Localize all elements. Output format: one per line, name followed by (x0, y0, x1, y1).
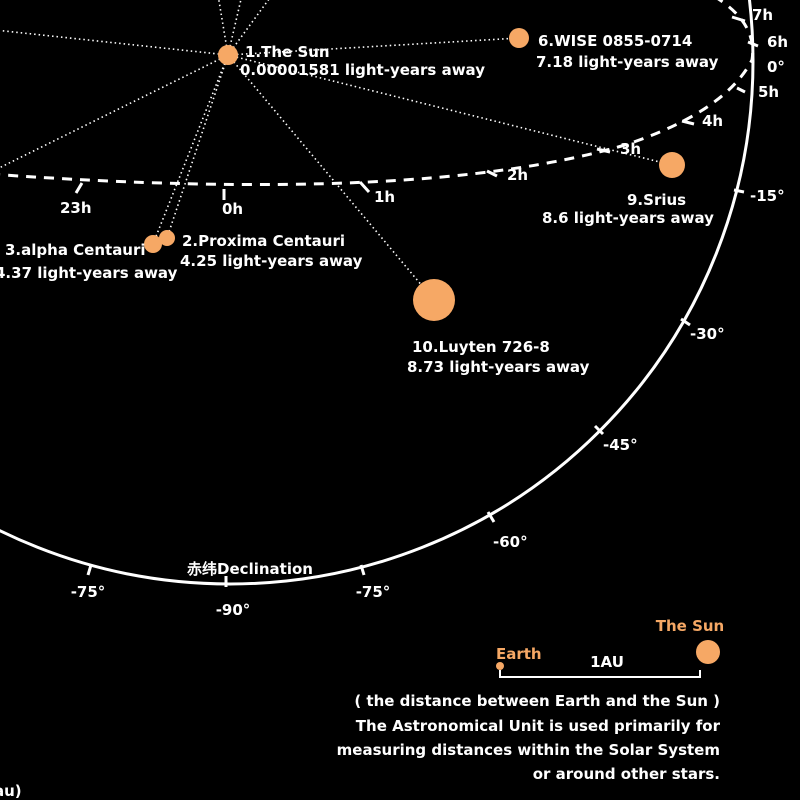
dec-tick-label: -45° (603, 436, 638, 454)
dec-tick (486, 511, 496, 523)
star-distance: 8.6 light-years away (542, 209, 714, 227)
note-line: ( the distance between Earth and the Sun… (354, 692, 720, 710)
ra-tick-label: 0h (222, 200, 243, 218)
ra-ticks: 7h 6h 0° 5h 4h 3h 2h 1h 0h 23h (60, 6, 788, 218)
note-line: or around other stars. (533, 765, 720, 783)
axis-label: 赤纬Declination (187, 560, 313, 578)
scale-label: 1AU (590, 653, 624, 671)
sight-line (218, 0, 229, 56)
star-label: 6.WISE 0855-0714 (538, 32, 692, 50)
ra-tick (736, 86, 746, 94)
star (509, 28, 529, 48)
star-distance: 8.73 light-years away (407, 358, 590, 376)
scale-bar (499, 670, 701, 678)
note-line: measuring distances within the Solar Sys… (337, 741, 720, 759)
star (218, 45, 238, 65)
sight-line (166, 54, 229, 239)
ra-tick (731, 15, 746, 23)
dec-ticks: -15° -30° -45° -60° -75° -90° -75° (71, 187, 785, 619)
star (159, 230, 175, 246)
star (413, 279, 455, 321)
dec-tick-label: -75° (356, 583, 391, 601)
ra-tick-label: 6h (767, 33, 788, 51)
ra-tick-label: 5h (758, 83, 779, 101)
earth-dot (496, 662, 504, 670)
legend-earth: Earth (496, 645, 542, 663)
legend-sun: The Sun (656, 617, 724, 635)
ra-tick-label: 0° (767, 58, 785, 76)
dec-tick-label: -75° (71, 583, 106, 601)
star-distance: 4.37 light-years away (0, 264, 178, 282)
ra-tick-label: 1h (374, 188, 395, 206)
ra-tick (486, 169, 498, 178)
ra-tick-label: 3h (620, 140, 641, 158)
dec-tick-label: -15° (750, 187, 785, 205)
sight-line (0, 54, 229, 169)
right-ascension-curve (0, 0, 755, 187)
star-distance: 7.18 light-years away (536, 53, 719, 71)
ra-tick (74, 182, 84, 194)
star-label: 3.alpha Centauri (5, 241, 146, 259)
sight-line (227, 0, 270, 56)
star-label: 10.Luyten 726-8 (412, 338, 550, 356)
sight-lines (0, 0, 673, 301)
legend: The Sun Earth 1AU ( the distance between… (0, 617, 724, 800)
ra-tick-label: 7h (752, 6, 773, 24)
ra-tick (358, 180, 371, 194)
note-line: The Astronomical Unit is used primarily … (356, 717, 721, 735)
dec-tick-label: -30° (690, 325, 725, 343)
sight-line (0, 29, 229, 56)
sight-line (227, 0, 242, 56)
dec-tick-label: -90° (216, 601, 251, 619)
sight-line (227, 54, 435, 301)
dec-tick (86, 564, 93, 576)
dec-tick (593, 424, 605, 436)
ra-tick-label: 4h (702, 112, 723, 130)
star-label: 1.The Sun (245, 43, 330, 61)
star-distance: 0.00001581 light-years away (240, 61, 485, 79)
star (144, 235, 162, 253)
star-label: 9.Srius (627, 191, 686, 209)
star (659, 152, 685, 178)
sun-dot (696, 640, 720, 664)
star-label: 2.Proxima Centauri (182, 232, 345, 250)
ra-tick (681, 119, 695, 126)
ra-tick (747, 40, 759, 48)
unit-fragment: au) (0, 782, 22, 800)
dec-tick-label: -60° (493, 533, 528, 551)
dec-tick (733, 188, 745, 194)
ra-tick-label: 23h (60, 199, 92, 217)
dec-tick (359, 564, 366, 576)
ra-tick-label: 2h (507, 166, 528, 184)
dec-tick (680, 317, 691, 327)
star-distance: 4.25 light-years away (180, 252, 363, 270)
ra-tick (596, 147, 611, 154)
